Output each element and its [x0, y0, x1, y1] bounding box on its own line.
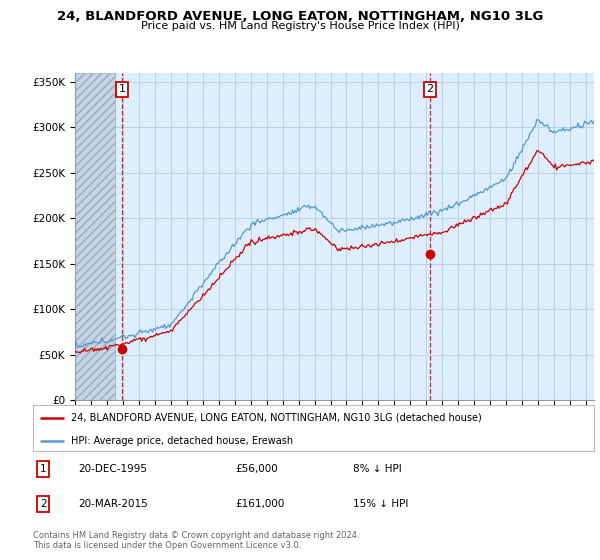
- Text: 2: 2: [40, 499, 46, 509]
- Text: 20-MAR-2015: 20-MAR-2015: [78, 499, 148, 509]
- Text: 1: 1: [119, 84, 126, 94]
- Text: 24, BLANDFORD AVENUE, LONG EATON, NOTTINGHAM, NG10 3LG (detached house): 24, BLANDFORD AVENUE, LONG EATON, NOTTIN…: [71, 413, 482, 423]
- Text: £161,000: £161,000: [235, 499, 284, 509]
- Text: 15% ↓ HPI: 15% ↓ HPI: [353, 499, 408, 509]
- Text: £56,000: £56,000: [235, 464, 278, 474]
- Text: 1: 1: [40, 464, 46, 474]
- Text: Price paid vs. HM Land Registry's House Price Index (HPI): Price paid vs. HM Land Registry's House …: [140, 21, 460, 31]
- Text: 8% ↓ HPI: 8% ↓ HPI: [353, 464, 401, 474]
- Text: 20-DEC-1995: 20-DEC-1995: [78, 464, 147, 474]
- Text: HPI: Average price, detached house, Erewash: HPI: Average price, detached house, Erew…: [71, 436, 293, 446]
- Text: 24, BLANDFORD AVENUE, LONG EATON, NOTTINGHAM, NG10 3LG: 24, BLANDFORD AVENUE, LONG EATON, NOTTIN…: [57, 10, 543, 23]
- Text: Contains HM Land Registry data © Crown copyright and database right 2024.
This d: Contains HM Land Registry data © Crown c…: [33, 531, 359, 550]
- Text: 2: 2: [426, 84, 433, 94]
